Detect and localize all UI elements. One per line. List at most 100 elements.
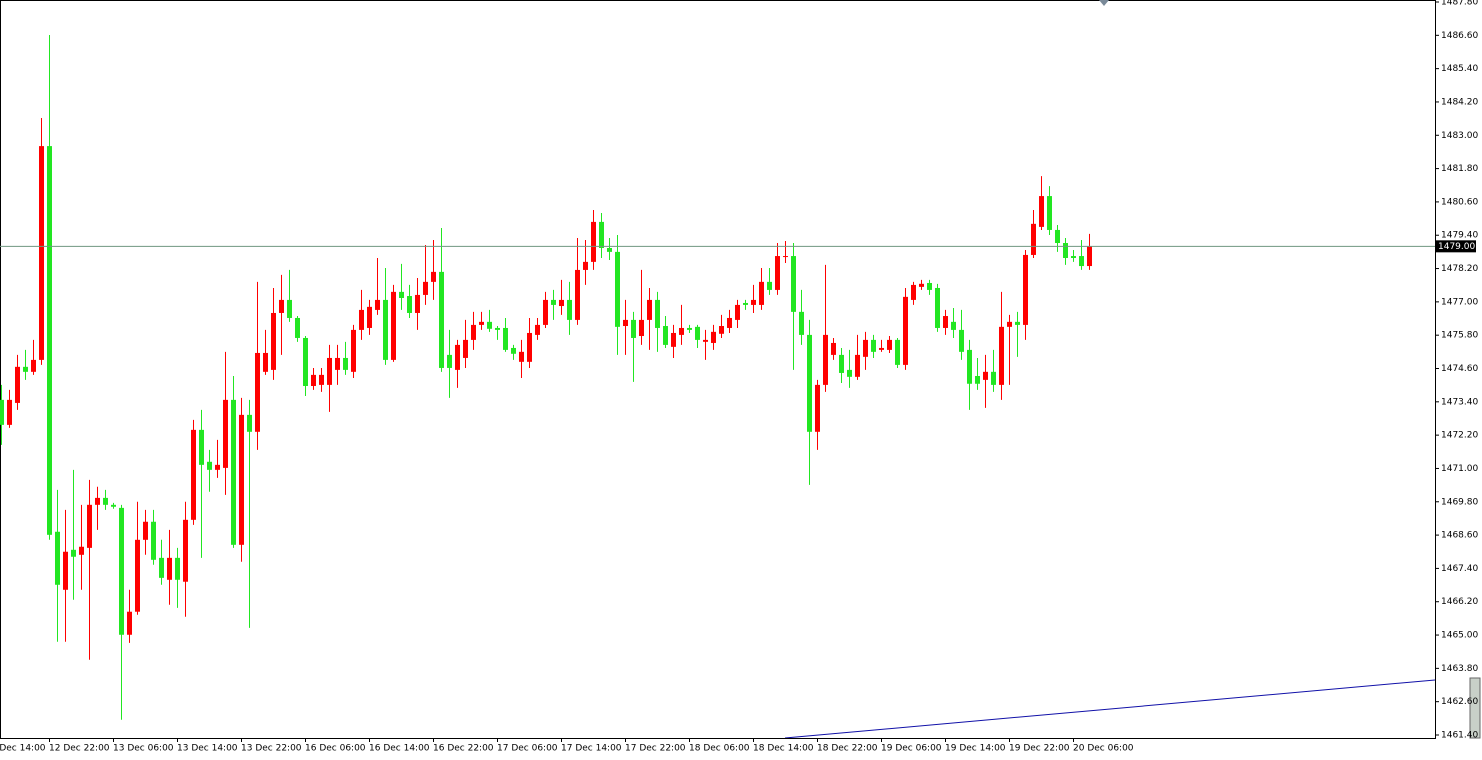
candle-body [983, 371, 988, 380]
candle-body [559, 299, 564, 307]
x-tick-label: 20 Dec 06:00 [1073, 744, 1134, 754]
candle-body [615, 251, 620, 327]
shift-marker [1099, 0, 1109, 6]
candle-body [1031, 223, 1036, 255]
candle-body [567, 299, 572, 320]
y-tick-label: 1463.80 [1441, 664, 1478, 674]
candle-body [391, 291, 396, 360]
candle-body [167, 557, 172, 580]
candle-body [295, 317, 300, 338]
candle-body [23, 366, 28, 372]
y-tick-label: 1462.60 [1441, 697, 1478, 707]
candle-body [791, 256, 796, 312]
candle-body [1087, 246, 1092, 267]
candle-body [479, 321, 484, 325]
candle-body [431, 271, 436, 282]
x-tick-label: 18 Dec 14:00 [753, 744, 814, 754]
candle-body [855, 354, 860, 377]
candle-body [543, 299, 548, 325]
candle-body [423, 281, 428, 295]
candle-body [327, 357, 332, 385]
candle-body [367, 306, 372, 328]
x-tick-label: 18 Dec 22:00 [817, 744, 878, 754]
y-tick-label: 1478.20 [1441, 264, 1478, 274]
y-tick-label: 1469.80 [1441, 497, 1478, 507]
candle-body [639, 319, 644, 337]
trend-line [784, 679, 1436, 739]
candle-body [711, 331, 716, 343]
candle-body [975, 375, 980, 384]
candle-body [759, 281, 764, 305]
candle-body [87, 504, 92, 548]
candle-body [887, 339, 892, 350]
candle-body [455, 344, 460, 370]
y-tick-label: 1471.00 [1441, 464, 1478, 474]
candle-body [1055, 229, 1060, 244]
candle-body [591, 221, 596, 262]
candle-body [111, 504, 116, 507]
candle-body [463, 339, 468, 358]
y-tick-label: 1480.60 [1441, 197, 1478, 207]
candle-body [1063, 243, 1068, 258]
y-tick-label: 1465.00 [1441, 631, 1478, 641]
x-tick-label: 19 Dec 22:00 [1009, 744, 1070, 754]
candle-body [255, 352, 260, 432]
candle-body [263, 352, 268, 372]
candle-body [727, 317, 732, 328]
candle-body [439, 271, 444, 368]
candle-body [519, 351, 524, 362]
candle-body [39, 146, 44, 360]
y-tick-label: 1485.40 [1441, 64, 1478, 74]
x-tick-label: 17 Dec 06:00 [497, 744, 558, 754]
x-tick-label: 16 Dec 22:00 [433, 744, 494, 754]
candle-body [943, 316, 948, 328]
y-tick-label: 1472.20 [1441, 431, 1478, 441]
candle-body [551, 299, 556, 305]
candle-body [495, 327, 500, 330]
candle-body [135, 539, 140, 612]
candle-body [511, 347, 516, 354]
candle-body [359, 309, 364, 330]
candle-body [199, 429, 204, 465]
x-tick-label: 12 Dec 22:00 [49, 744, 110, 754]
candle-body [959, 329, 964, 352]
candle-body [999, 326, 1004, 385]
candle-body [71, 549, 76, 557]
candle-body [311, 374, 316, 386]
candle-body [919, 283, 924, 287]
candle-body [1023, 254, 1028, 325]
candle-body [743, 302, 748, 305]
candle-body [415, 294, 420, 313]
candle-body [583, 261, 588, 270]
x-tick-label: 16 Dec 06:00 [305, 744, 366, 754]
candle-body [879, 347, 884, 350]
y-tick-label: 1474.60 [1441, 364, 1478, 374]
candle-body [183, 519, 188, 582]
y-tick-label: 1468.60 [1441, 531, 1478, 541]
candle-body [863, 339, 868, 357]
candle-body [775, 256, 780, 290]
candle-body [655, 299, 660, 328]
candle-body [935, 287, 940, 328]
candle-body [287, 299, 292, 318]
candle-body [279, 299, 284, 313]
y-tick-label: 1487.80 [1441, 0, 1478, 8]
scroll-handle[interactable] [1469, 677, 1481, 739]
candle-body [351, 329, 356, 372]
candle-body [599, 221, 604, 248]
candle-body [191, 429, 196, 520]
candle-body [15, 366, 20, 403]
candle-body [383, 299, 388, 360]
candle-body [55, 531, 60, 585]
x-tick-label: 12 Dec 14:00 [0, 744, 46, 754]
x-tick-label: 17 Dec 22:00 [625, 744, 686, 754]
candle-body [1007, 321, 1012, 327]
candle-body [839, 354, 844, 373]
candle-body [631, 319, 636, 338]
candle-body [0, 399, 4, 425]
candle-body [783, 256, 788, 258]
candle-body [607, 247, 612, 252]
